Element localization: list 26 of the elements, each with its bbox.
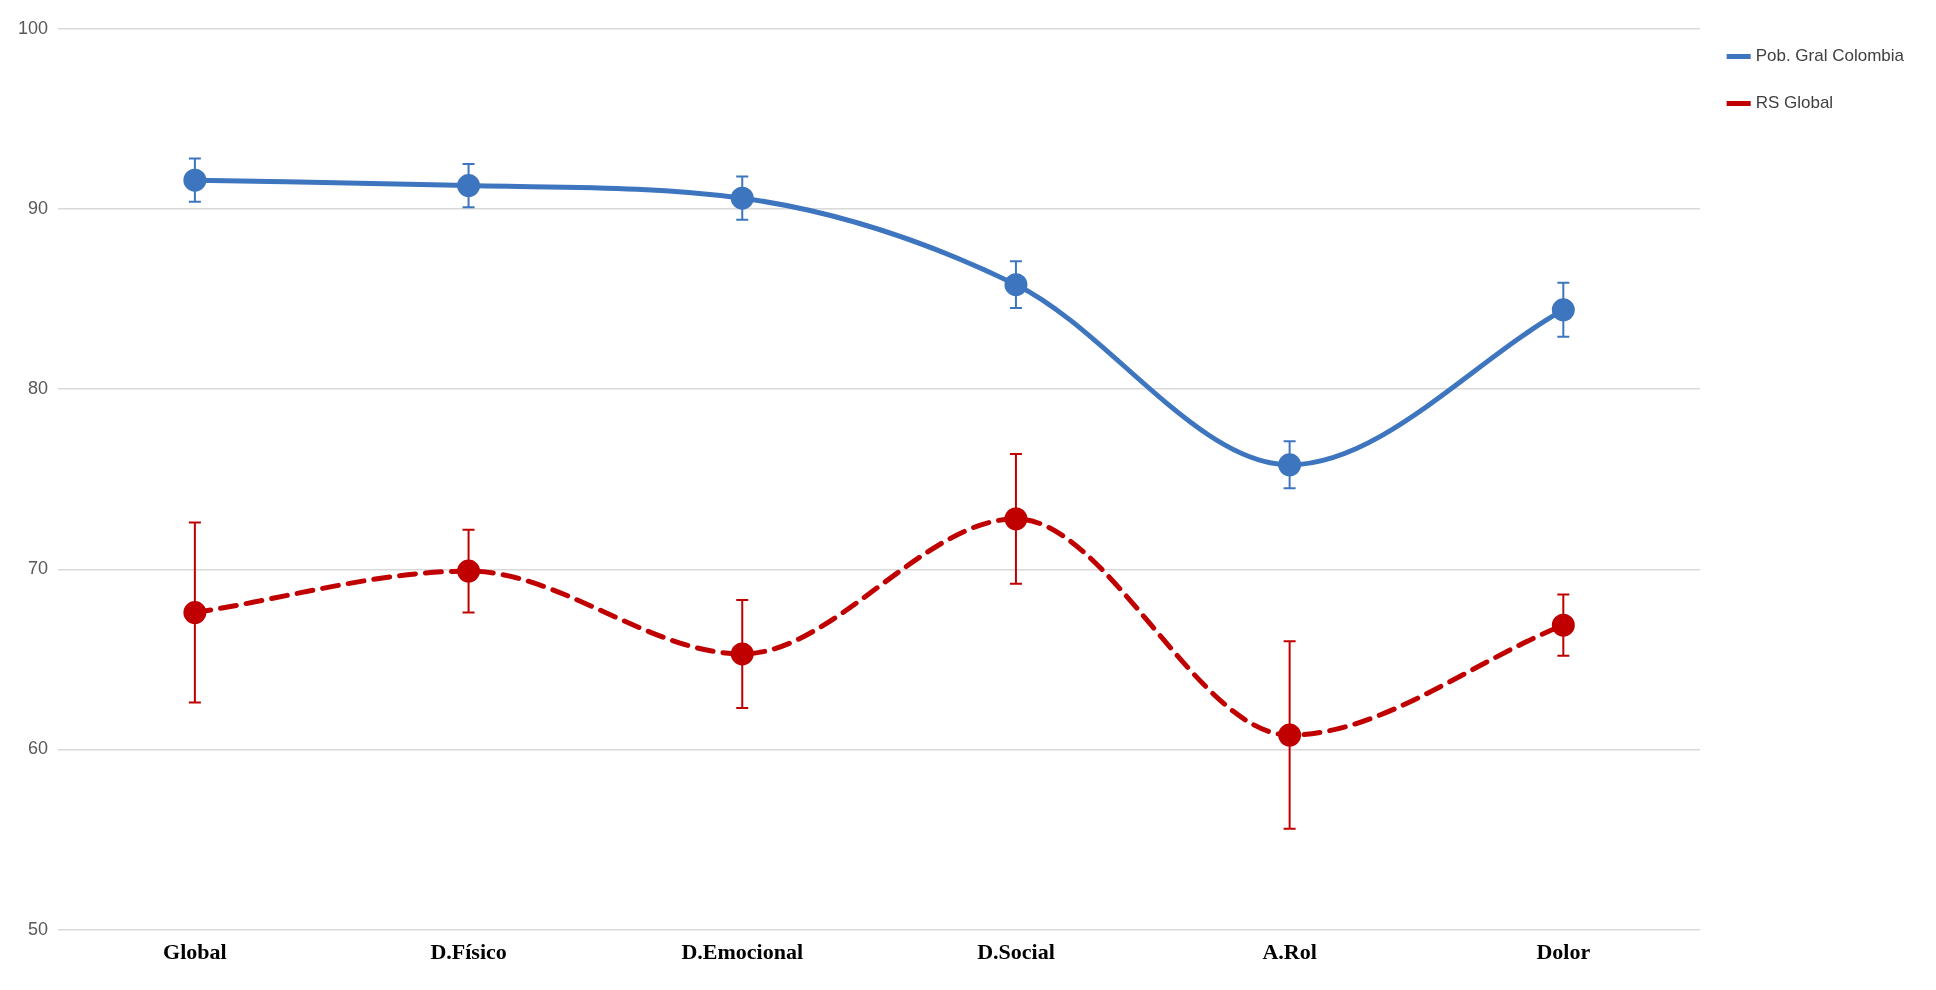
- point: [183, 601, 207, 625]
- point: [457, 559, 481, 583]
- x-tick-label: Dolor: [1536, 939, 1591, 965]
- point: [1551, 613, 1575, 637]
- point: [1551, 298, 1575, 322]
- x-tick-label: D.Social: [977, 939, 1055, 965]
- legend-label: RS Global: [1755, 93, 1834, 113]
- y-tick-label: 60: [28, 738, 49, 759]
- point: [730, 186, 754, 210]
- y-tick-label: 100: [17, 17, 49, 38]
- y-tick-label: 70: [28, 558, 49, 579]
- legend-label: Pob. Gral Colombia: [1755, 46, 1905, 66]
- x-tick-label: A.Rol: [1262, 939, 1317, 965]
- point: [457, 174, 481, 198]
- point: [183, 168, 207, 192]
- point: [1278, 723, 1302, 747]
- point: [1004, 507, 1028, 531]
- point: [730, 642, 754, 666]
- x-tick-label: Global: [163, 939, 227, 965]
- point: [1004, 273, 1028, 297]
- point: [1278, 453, 1302, 477]
- y-tick-label: 90: [28, 197, 49, 218]
- y-tick-label: 80: [28, 378, 49, 399]
- y-tick-label: 50: [28, 918, 49, 939]
- x-tick-label: D.Físico: [430, 939, 507, 965]
- x-tick-label: D.Emocional: [681, 939, 804, 965]
